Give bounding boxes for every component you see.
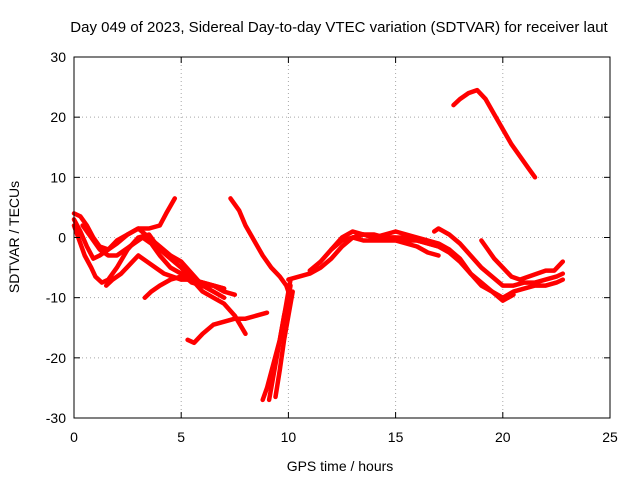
- series-line-arc-2: [71, 211, 227, 300]
- series-line-arc-1: [71, 196, 178, 261]
- series-line-arc-8: [228, 196, 293, 300]
- series-line-arc-10: [266, 277, 293, 403]
- series-line-arc-11: [273, 289, 295, 400]
- series-group: [71, 87, 566, 403]
- y-tick-label: -10: [46, 290, 66, 306]
- x-tick-label: 5: [177, 429, 185, 445]
- axis-ticks: 0 5 10 15 20 25 -30 -20 -10 0 10 20 30: [46, 49, 618, 445]
- y-tick-label: 30: [50, 49, 66, 65]
- series-line-arc-3: [71, 223, 248, 337]
- series-line-arc-18: [451, 87, 538, 180]
- series-line-arc-7: [185, 310, 270, 346]
- series-line-arc-15: [350, 232, 566, 300]
- x-axis-label: GPS time / hours: [287, 458, 394, 474]
- y-tick-label: -20: [46, 350, 66, 366]
- series-line-arc-6: [142, 274, 227, 300]
- y-tick-label: 20: [50, 109, 66, 125]
- y-tick-label: 0: [58, 230, 66, 246]
- x-tick-label: 0: [70, 429, 78, 445]
- x-tick-label: 25: [602, 429, 618, 445]
- x-tick-label: 20: [495, 429, 511, 445]
- x-tick-label: 10: [281, 429, 297, 445]
- chart-title: Day 049 of 2023, Sidereal Day-to-day VTE…: [70, 19, 608, 36]
- y-tick-label: 10: [50, 169, 66, 185]
- y-axis-label: SDTVAR / TECUs: [6, 181, 22, 293]
- series-line-arc-17: [479, 238, 566, 282]
- x-tick-label: 15: [388, 429, 404, 445]
- series-line-arc-16: [431, 226, 566, 288]
- y-tick-label: -30: [46, 410, 66, 426]
